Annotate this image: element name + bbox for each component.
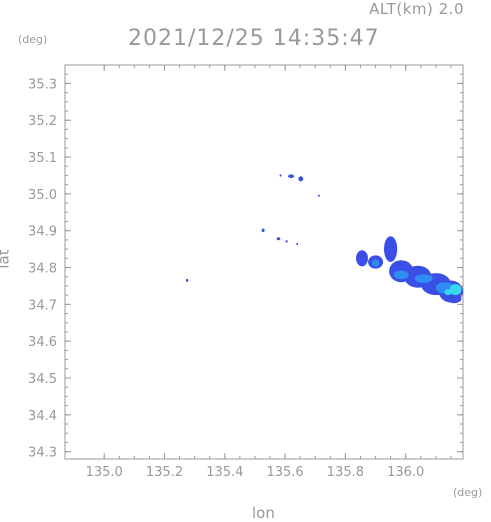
echo-layer [185,174,463,304]
x-tick-label-1: 135.2 [146,465,183,480]
altitude-label: ALT(km) 2.0 [369,0,464,18]
echo-cell-22 [444,289,452,296]
echo-cell-3 [285,240,288,243]
y-tick-label-6: 34.9 [28,225,57,240]
echo-cell-0 [185,278,189,282]
echo-cell-9 [356,250,368,267]
echo-cell-4 [296,243,299,245]
echo-cell-11 [384,236,398,262]
x-axis-title: lon [252,504,275,522]
x-axis-unit: (deg) [453,486,483,499]
x-tick-label-2: 135.4 [206,465,243,480]
x-tick-label-4: 135.8 [327,465,364,480]
y-tick-label-5: 34.8 [28,262,57,277]
echo-cell-5 [288,174,295,178]
y-tick-label-10: 35.3 [28,77,57,92]
y-tick-label-7: 35.0 [28,188,57,203]
y-tick-label-2: 34.5 [28,372,57,387]
y-axis-unit: (deg) [18,33,48,46]
echo-cell-8 [317,194,320,197]
echo-cell-16 [446,294,462,304]
echo-cell-2 [276,237,281,241]
x-axis: 135.0 135.2 135.4 135.6 135.8 136.0 [86,65,452,480]
echo-cell-19 [414,274,433,283]
plot-frame [64,64,464,460]
y-tick-label-1: 34.4 [28,409,57,424]
echo-cell-17 [372,259,380,267]
echo-cell-21 [449,284,462,296]
y-tick-label-3: 34.6 [28,335,57,350]
echo-cell-18 [393,270,409,280]
y-tick-label-9: 35.2 [28,114,57,129]
x-tick-label-0: 135.0 [86,465,123,480]
echo-cell-6 [298,176,304,182]
y-axis: 34.3 34.4 34.5 34.6 34.7 34.8 34.9 35.0 35.1 35.2… [28,64,463,461]
chart-title-timestamp: 2021/12/25 14:35:47 [128,26,380,51]
echo-cell-7 [279,174,282,177]
y-tick-label-8: 35.1 [28,151,57,166]
x-tick-label-5: 136.0 [387,465,424,480]
y-tick-label-0: 34.3 [28,446,57,461]
y-tick-label-4: 34.7 [28,298,57,313]
echo-cell-1 [261,228,265,233]
x-tick-label-3: 135.6 [266,465,303,480]
